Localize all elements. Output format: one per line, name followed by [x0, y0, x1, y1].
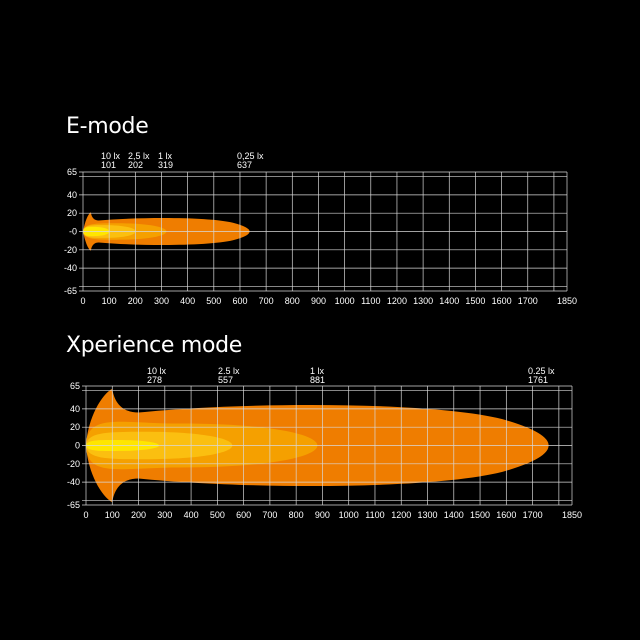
x-tick-label: 1700 [518, 296, 538, 306]
y-tick-label: -20 [67, 459, 80, 469]
x-tick-label: 700 [262, 510, 277, 520]
x-tick-label: 900 [315, 510, 330, 520]
x-tick-label: 0 [80, 296, 85, 306]
y-tick-label: 20 [67, 208, 77, 218]
x-tick-label: 1100 [365, 510, 384, 520]
x-tick-label: 400 [180, 296, 195, 306]
x-tick-label: 1700 [523, 510, 543, 520]
isolux-reach: 881 [310, 375, 325, 385]
x-tick-label: 1600 [492, 296, 512, 306]
x-tick-label: 1400 [439, 296, 459, 306]
x-tick-label: 800 [285, 296, 300, 306]
isolux-reach: 319 [158, 160, 173, 170]
y-tick-label: -65 [64, 286, 77, 296]
x-tick-label: 1400 [444, 510, 464, 520]
x-tick-label: 500 [210, 510, 225, 520]
x-tick-label: 1000 [335, 296, 355, 306]
x-tick-label: 100 [105, 510, 120, 520]
grid [82, 385, 573, 506]
y-tick-label: -65 [67, 500, 80, 510]
isolux-label: 0.25 lx [528, 366, 555, 376]
x-tick-label: 1600 [496, 510, 516, 520]
isolux-label: 1 lx [310, 366, 325, 376]
isolux-reach: 557 [218, 375, 233, 385]
e-mode-title: E-mode [66, 114, 149, 139]
x-tick-label: 1100 [361, 296, 380, 306]
x-tick-label: 1500 [470, 510, 490, 520]
y-tick-label: -20 [64, 245, 77, 255]
x-tick-label: 0 [83, 510, 88, 520]
isolux-reach: 101 [101, 160, 116, 170]
x-tick-label: 1850 [562, 510, 582, 520]
y-tick-label: 65 [67, 167, 77, 177]
y-tick-label: 20 [70, 422, 80, 432]
isolux-label: 2,5 lx [128, 151, 150, 161]
x-tick-label: 900 [311, 296, 326, 306]
isolux-label: 0,25 lx [237, 151, 264, 161]
x-tick-label: 1000 [339, 510, 359, 520]
x-tick-label: 300 [157, 510, 172, 520]
isolux-label: 2.5 lx [218, 366, 240, 376]
x-tick-label: 100 [102, 296, 117, 306]
x-tick-label: 1850 [557, 296, 577, 306]
x-tick-label: 600 [236, 510, 251, 520]
isolux-label: 1 lx [158, 151, 173, 161]
x-tick-label: 1300 [413, 296, 433, 306]
x-tick-label: 300 [154, 296, 169, 306]
xperience-chart: 0 100 200 300 400 500 600 700 800 900 1000 1100 1200… [67, 366, 582, 520]
isolux-reach: 202 [128, 160, 143, 170]
y-tick-label: -40 [64, 263, 77, 273]
x-tick-label: 1300 [417, 510, 437, 520]
x-tick-label: 800 [289, 510, 304, 520]
isolux-reach: 278 [147, 375, 162, 385]
y-tick-label: 40 [70, 404, 80, 414]
x-tick-label: 200 [131, 510, 146, 520]
isolux-label: 10 lx [147, 366, 167, 376]
xperience-mode-title: Xperience mode [66, 333, 243, 358]
y-tick-label: 65 [70, 381, 80, 391]
x-tick-label: 1200 [391, 510, 411, 520]
y-tick-label: 0 [75, 441, 80, 451]
x-tick-label: 1500 [465, 296, 485, 306]
isolux-label: 10 lx [101, 151, 121, 161]
y-tick-label: -0 [69, 227, 77, 237]
y-tick-label: -40 [67, 477, 80, 487]
grid [79, 171, 568, 292]
y-tick-label: 40 [67, 190, 77, 200]
x-tick-label: 500 [206, 296, 221, 306]
isolux-reach: 637 [237, 160, 252, 170]
x-tick-label: 400 [184, 510, 199, 520]
x-tick-label: 600 [232, 296, 247, 306]
x-tick-label: 200 [128, 296, 143, 306]
x-tick-label: 1200 [387, 296, 407, 306]
e-mode-chart: 0 100 200 300 400 500 600 700 800 900 1000 1100 1200… [64, 151, 577, 306]
x-tick-label: 700 [259, 296, 274, 306]
isolux-reach: 1761 [528, 375, 548, 385]
